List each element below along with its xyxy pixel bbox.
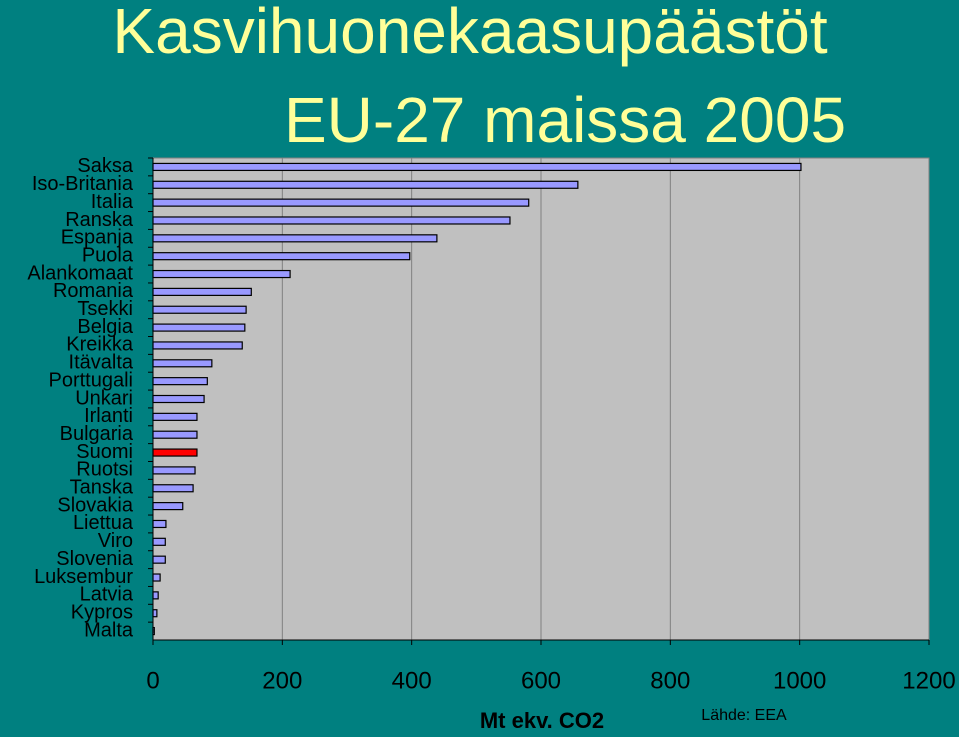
y-tick-label: Puola [82,244,134,266]
bar [152,591,159,600]
y-tick-label: Tanska [70,477,134,499]
bar [152,484,194,493]
x-tick-label: 1000 [773,667,826,694]
bar [152,216,511,225]
bar [152,519,167,529]
y-tick-label: Iso-Britania [32,173,134,195]
y-tick-label: Porttugali [49,369,134,391]
y-tick-label: Malta [84,619,134,641]
y-tick-label: Kreikka [66,334,134,356]
bar [152,573,161,582]
y-tick-label: Liettua [73,512,134,534]
x-tick-label: 800 [650,667,690,694]
y-tick-label: Ranska [65,209,134,231]
y-tick-label: Itävalta [69,352,134,374]
bars [152,162,802,636]
bar [152,269,291,279]
y-tick-label: Suomi [76,441,133,463]
bar [152,466,196,475]
y-tick-label: Kypros [71,602,133,624]
bar [152,394,205,404]
x-tick-label: 200 [262,667,302,694]
y-tick-label: Slovenia [56,548,134,570]
chart-title: EU-27 maissa 2005 [284,84,846,156]
bar [152,537,166,546]
y-tick-label: Romania [53,280,134,302]
bar [152,626,155,636]
y-tick-label: Luksembur [34,566,133,588]
y-tick-label: Ruotsi [76,459,133,481]
bar [152,234,438,243]
bar [152,341,243,350]
bar [152,305,247,314]
y-tick-label: Alankomaat [27,262,133,284]
bar [152,287,252,296]
x-tick-label: 1200 [902,667,955,694]
bar [152,430,198,439]
bar [152,448,198,457]
y-tick-label: Slovakia [57,494,133,516]
y-tick-label: Bulgaria [60,423,134,445]
y-tick-label: Viro [98,530,133,552]
x-tick-label: 600 [521,667,561,694]
bar [152,252,411,261]
bar [152,323,246,332]
bar [152,555,166,564]
y-tick-label: Italia [91,191,134,213]
chart-title: Kasvihuonekaasupäästöt [112,0,827,67]
y-tick-label: Latvia [80,584,134,606]
x-tick-label: 400 [392,667,432,694]
y-tick-label: Espanja [61,227,134,249]
x-axis-label: Mt ekv. CO2 [480,708,604,733]
y-tick-label: Saksa [77,155,133,177]
y-tick-label: Unkari [75,387,133,409]
bar [152,502,184,511]
y-tick-label: Irlanti [84,405,133,427]
y-tick-label: Belgia [77,316,133,338]
bar [152,162,802,172]
bar [152,359,213,368]
bar [152,377,208,386]
bar [152,609,158,618]
source: Lähde: EEA [701,707,787,724]
y-tick-label: Tsekki [77,298,133,320]
bar [152,412,198,421]
x-tick-label: 0 [146,667,159,694]
bar [152,198,530,207]
bar [152,180,579,189]
